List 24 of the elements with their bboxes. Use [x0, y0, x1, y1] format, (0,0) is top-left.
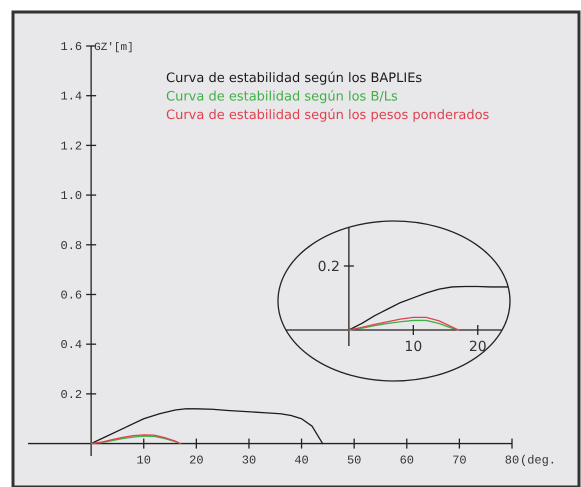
x-tick-label: 10 [404, 339, 422, 355]
x-tick-label: 50 [346, 454, 362, 468]
y-tick-label: 1.4 [60, 90, 82, 104]
x-tick-label: 70 [452, 454, 467, 468]
x-axis-title: (deg. [520, 454, 556, 468]
y-tick-label: 0.4 [60, 338, 82, 352]
y-tick-label: 0.8 [60, 238, 82, 253]
text: Curva de estabilidad según los B/Ls [166, 90, 398, 104]
text: Curva de estabilidad según los BAPLIEs [166, 71, 422, 86]
text: Curva de estabilidad según los pesos ponderados [166, 108, 490, 123]
x-tick-label: 40 [294, 454, 309, 468]
x-tick-label: 60 [400, 454, 414, 468]
y-tick-label: 1.6 [60, 40, 82, 54]
y-axis-title: GZ'[m] [94, 42, 134, 54]
x-tick-label: 10 [136, 454, 151, 468]
annotation: 0.2 [318, 259, 340, 275]
y-tick-label: 0.6 [60, 288, 82, 302]
x-tick-label: 20 [189, 454, 204, 468]
x-tick-label: 80 [504, 454, 520, 468]
x-tick-label: 30 [242, 454, 256, 468]
y-tick-label: 1.2 [60, 139, 82, 154]
x-tick-label: 20 [468, 339, 487, 355]
y-tick-label: 0.2 [60, 388, 82, 402]
y-tick-label: 1.0 [60, 189, 82, 204]
